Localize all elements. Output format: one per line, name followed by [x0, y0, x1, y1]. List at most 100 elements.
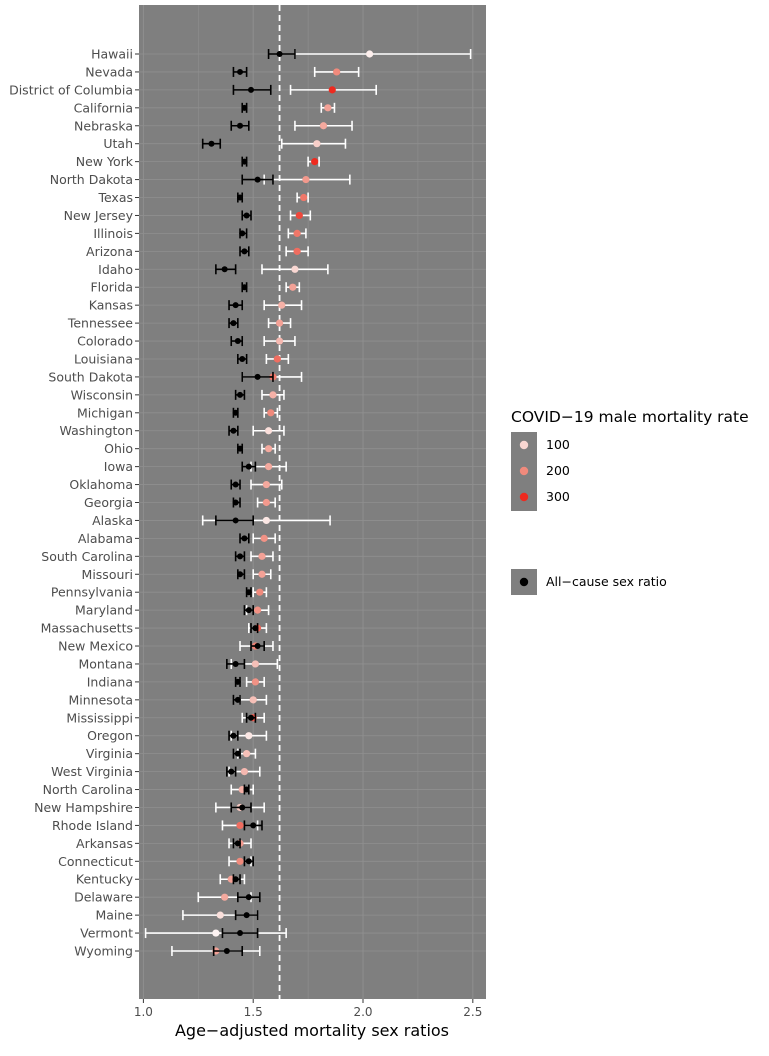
covid-point	[264, 463, 273, 471]
allcause-point	[208, 140, 215, 147]
covid-point	[236, 821, 244, 830]
legend-dot-allcause	[519, 577, 529, 587]
state-label: West Virginia	[51, 764, 133, 779]
state-label: Virginia	[86, 746, 133, 761]
state-label: Minnesota	[68, 692, 133, 707]
state-label: South Carolina	[41, 549, 133, 564]
covid-point	[258, 552, 266, 560]
allcause-point	[243, 212, 250, 219]
allcause-point	[232, 409, 239, 416]
allcause-point	[241, 158, 248, 165]
x-tick-label: 2.0	[353, 1005, 372, 1019]
state-label: Arizona	[86, 244, 133, 259]
covid-point	[319, 122, 328, 130]
allcause-point	[234, 840, 241, 847]
covid-point	[269, 391, 277, 399]
state-label: Delaware	[74, 890, 133, 905]
covid-point	[236, 857, 244, 865]
allcause-point	[245, 463, 252, 470]
allcause-point	[245, 589, 252, 596]
allcause-point	[237, 445, 244, 452]
x-axis-title: Age−adjusted mortality sex ratios	[175, 1021, 449, 1040]
allcause-point	[245, 607, 252, 614]
legend-label-allcause: All−cause sex ratio	[546, 574, 667, 589]
x-tick-label: 1.5	[244, 1005, 263, 1019]
covid-point	[216, 911, 224, 919]
state-label: Nevada	[85, 64, 133, 79]
allcause-point	[239, 230, 246, 237]
state-label: Connecticut	[58, 854, 133, 869]
state-label: Arkansas	[76, 836, 133, 851]
covid-point	[302, 175, 310, 184]
data-marks	[144, 49, 472, 956]
state-label: Kentucky	[76, 872, 134, 887]
legend-dot-100	[519, 440, 529, 450]
covid-point	[251, 678, 259, 686]
state-label: Washington	[60, 423, 133, 438]
allcause-point	[248, 86, 255, 93]
allcause-point	[237, 68, 244, 75]
legend-title: COVID−19 male mortality rate	[511, 408, 749, 426]
allcause-point	[237, 122, 244, 129]
covid-point	[311, 158, 319, 166]
state-label: Texas	[97, 190, 133, 205]
allcause-point	[234, 338, 241, 345]
allcause-point	[245, 858, 252, 865]
covid-point	[251, 660, 259, 668]
state-label: Wisconsin	[71, 387, 133, 402]
covid-point	[240, 768, 249, 776]
state-label: Vermont	[80, 926, 133, 941]
allcause-point	[232, 302, 239, 309]
covid-point	[262, 498, 270, 507]
state-label: South Dakota	[48, 369, 133, 384]
covid-point	[249, 696, 257, 704]
state-label: Louisiana	[74, 351, 133, 366]
allcause-point	[232, 517, 239, 524]
allcause-point	[223, 948, 230, 954]
allcause-point	[248, 714, 255, 721]
state-label: Utah	[103, 136, 133, 151]
state-label: Oregon	[87, 728, 133, 743]
state-label: New Jersey	[64, 208, 134, 223]
covid-point	[267, 409, 275, 417]
state-label: Montana	[79, 656, 134, 671]
allcause-point	[243, 786, 250, 793]
allcause-point	[237, 930, 244, 937]
covid-point	[278, 301, 286, 309]
allcause-point	[232, 660, 239, 667]
covid-point	[245, 732, 253, 740]
state-label: Hawaii	[91, 47, 133, 62]
allcause-point	[239, 804, 246, 811]
state-label: Iowa	[104, 459, 133, 474]
legend-label-300: 300	[546, 489, 570, 504]
state-label: Alabama	[78, 531, 133, 546]
state-label: Michigan	[77, 405, 133, 420]
state-label: Ohio	[104, 441, 133, 456]
covid-point	[260, 534, 268, 542]
allcause-point	[254, 373, 261, 380]
allcause-point	[234, 696, 241, 703]
allcause-point	[237, 571, 244, 578]
allcause-point	[230, 732, 237, 739]
covid-point	[256, 588, 264, 596]
allcause-point	[243, 912, 250, 919]
covid-point	[243, 750, 251, 758]
allcause-point	[232, 499, 239, 506]
state-label: North Dakota	[50, 172, 133, 187]
allcause-point	[232, 876, 239, 883]
allcause-point	[241, 248, 248, 255]
covid-point	[328, 86, 336, 94]
state-label: Pennsylvania	[51, 585, 133, 600]
covid-point	[300, 193, 308, 202]
state-label: Florida	[90, 280, 133, 295]
state-label: Georgia	[84, 495, 133, 510]
allcause-point	[234, 750, 241, 757]
legend-label-200: 200	[546, 463, 570, 478]
state-label: Rhode Island	[52, 818, 133, 833]
covid-point	[258, 570, 266, 578]
state-label: Missouri	[82, 567, 133, 582]
legend-dot-200	[519, 466, 529, 476]
allcause-point	[276, 51, 283, 57]
covid-point	[366, 50, 374, 58]
